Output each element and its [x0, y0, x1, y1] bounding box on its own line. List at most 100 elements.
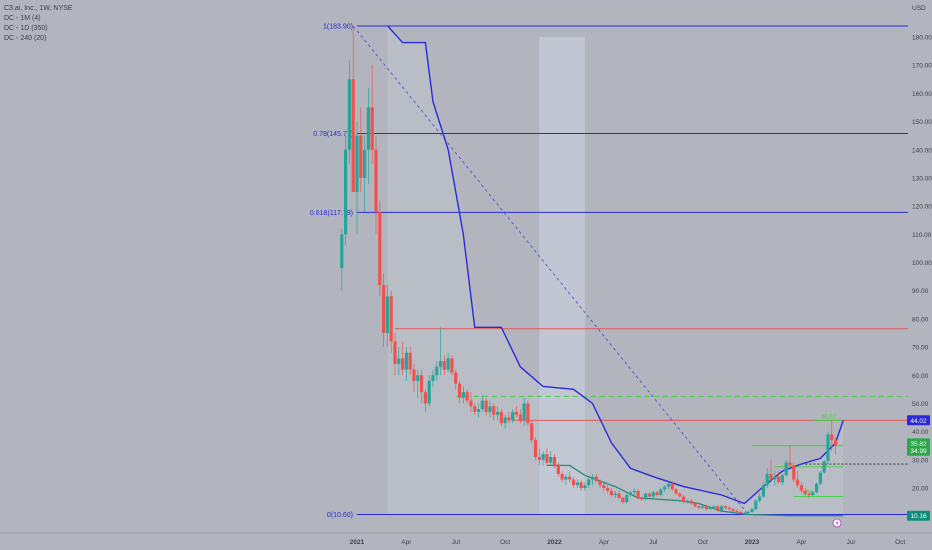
- candle-body: [666, 483, 671, 487]
- candle: [552, 454, 557, 469]
- candle-body: [419, 375, 424, 393]
- candle: [400, 341, 405, 376]
- candle: [651, 490, 655, 498]
- candle: [537, 448, 541, 466]
- candle: [678, 492, 682, 498]
- candle: [769, 459, 773, 483]
- candle-body: [659, 489, 663, 496]
- candle: [530, 420, 534, 443]
- candle-body: [704, 506, 709, 510]
- candle: [347, 59, 352, 164]
- candle-body: [731, 509, 735, 512]
- event-flag-icon[interactable]: [832, 518, 842, 528]
- candle-body: [370, 107, 374, 150]
- candle: [541, 451, 545, 466]
- candle-body: [807, 493, 811, 496]
- candle: [640, 496, 644, 501]
- candle-body: [773, 476, 777, 480]
- candle: [533, 437, 538, 460]
- candle: [579, 479, 583, 491]
- candle-body: [606, 488, 610, 491]
- candle-body: [351, 79, 355, 193]
- candle-body: [716, 506, 720, 511]
- candle-body: [594, 476, 598, 481]
- candle-body: [393, 341, 397, 364]
- candle: [613, 490, 617, 498]
- candle: [454, 369, 458, 390]
- candle: [393, 332, 397, 376]
- candle-body: [340, 234, 344, 269]
- candle: [473, 403, 477, 415]
- candle-body: [598, 480, 602, 486]
- candle-body: [720, 506, 724, 511]
- candle: [378, 200, 382, 297]
- x-tick-label: 2022: [547, 539, 562, 546]
- candle: [780, 473, 784, 486]
- candle: [484, 397, 488, 415]
- lower-channel-line: [546, 464, 844, 517]
- candle: [476, 403, 481, 418]
- candle-body: [560, 473, 564, 480]
- price-tag-label: 10.16: [910, 513, 927, 520]
- candle-body: [397, 358, 401, 364]
- candle: [659, 488, 663, 497]
- candle-body: [712, 506, 716, 508]
- candle: [655, 490, 659, 497]
- candle: [419, 369, 424, 404]
- candle-body: [628, 492, 633, 496]
- candle: [385, 285, 389, 348]
- candle-body: [769, 473, 773, 480]
- chart-legend: C3.ai, Inc., 1W, NYSE DC - 1M (4) DC - 1…: [4, 4, 72, 44]
- candle-body: [408, 352, 412, 370]
- candle: [423, 389, 427, 412]
- candle: [773, 471, 777, 486]
- candle-body: [469, 400, 473, 407]
- candle-body: [526, 403, 530, 424]
- x-tick-label: Jul: [452, 539, 461, 546]
- candle-body: [514, 411, 519, 415]
- candle: [644, 492, 648, 500]
- candle-body: [347, 79, 352, 150]
- candle-body: [450, 358, 454, 373]
- candle: [807, 490, 811, 498]
- legend-indicator-2: DC - 1D (350): [4, 25, 48, 32]
- green-level-label: 44.02: [821, 414, 837, 420]
- candle-body: [568, 476, 572, 480]
- candle: [739, 510, 743, 514]
- shaded-band: [539, 37, 585, 515]
- candle-body: [454, 372, 458, 384]
- candle: [826, 431, 830, 465]
- candle-body: [400, 358, 405, 370]
- candle: [765, 468, 769, 488]
- candle-body: [488, 406, 492, 412]
- candle-body: [678, 493, 682, 497]
- candle-body: [484, 400, 488, 412]
- candle: [590, 473, 595, 486]
- candle: [435, 361, 439, 381]
- candle: [670, 480, 674, 491]
- candle-body: [457, 383, 462, 398]
- x-tick-label: Oct: [895, 539, 905, 546]
- price-tag: 44.02: [907, 415, 930, 426]
- candle: [571, 476, 576, 488]
- candle-body: [799, 485, 803, 491]
- candle-body: [579, 482, 583, 488]
- price-tag-box: [907, 445, 930, 456]
- candle: [575, 479, 579, 488]
- candle-body: [344, 149, 348, 235]
- fib-trend-line: [352, 25, 749, 515]
- candle-body: [541, 454, 545, 460]
- candle: [583, 482, 587, 491]
- candle: [731, 507, 735, 512]
- fib-level-label: 1(183.90): [323, 24, 353, 31]
- candle: [351, 26, 355, 193]
- candle-body: [492, 406, 496, 415]
- candle-body: [693, 503, 697, 507]
- candle: [526, 400, 530, 426]
- candle-body: [507, 417, 511, 421]
- candle-body: [530, 423, 534, 441]
- candle-body: [495, 411, 500, 415]
- candle-body: [750, 509, 754, 512]
- candle-body: [761, 485, 766, 497]
